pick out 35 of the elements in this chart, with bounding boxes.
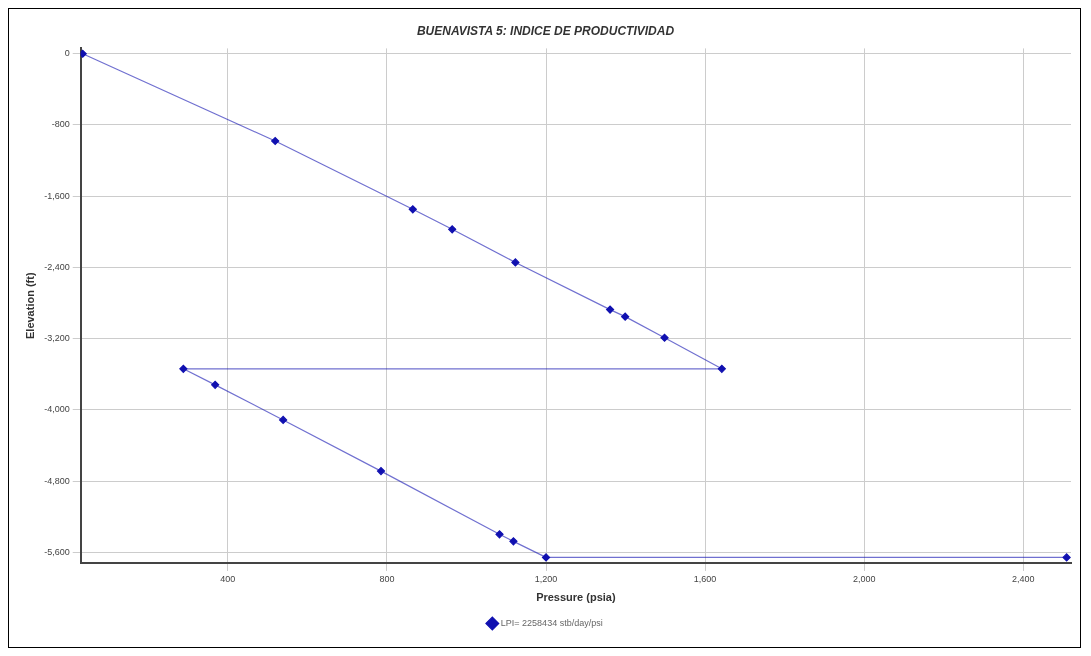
x-tick-label: 2,400 bbox=[1012, 573, 1035, 584]
x-axis-title: Pressure (psia) bbox=[536, 591, 616, 604]
point bbox=[511, 258, 520, 267]
x-tick-label: 800 bbox=[379, 573, 395, 584]
y-tick-label: -5,600 bbox=[44, 546, 70, 557]
y-tick-label: -2,400 bbox=[44, 261, 70, 272]
point bbox=[448, 225, 457, 234]
point bbox=[376, 467, 386, 476]
x-tick-label: 2,000 bbox=[852, 573, 876, 584]
point bbox=[80, 49, 87, 58]
x-tick-label: 1,600 bbox=[693, 573, 717, 584]
point bbox=[271, 136, 280, 146]
point bbox=[660, 333, 669, 342]
point bbox=[621, 312, 630, 321]
point bbox=[605, 305, 615, 314]
y-tick-label: -4,000 bbox=[44, 404, 70, 415]
y-tick-label: -800 bbox=[51, 119, 70, 130]
legend-label: LPI= 2258434 stb/day/psi bbox=[500, 617, 603, 628]
y-tick-label: 0 bbox=[64, 48, 70, 59]
x-tick-label: 1,200 bbox=[534, 573, 558, 584]
x-tick-label: 400 bbox=[220, 573, 236, 584]
point bbox=[211, 380, 220, 389]
point bbox=[495, 530, 504, 539]
chart-title: BUENAVISTA 5: INDICE DE PRODUCTIVIDAD bbox=[416, 23, 675, 38]
y-tick-label: -3,200 bbox=[44, 333, 70, 344]
y-tick-label: -4,800 bbox=[44, 475, 70, 486]
point bbox=[509, 537, 518, 546]
point bbox=[408, 205, 417, 214]
point bbox=[1062, 553, 1071, 562]
point bbox=[279, 415, 288, 425]
y-tick-label: -1,600 bbox=[44, 190, 70, 201]
point bbox=[717, 364, 726, 373]
y-axis-title: Elevation (ft) bbox=[23, 272, 36, 340]
point bbox=[179, 364, 188, 373]
point bbox=[541, 553, 551, 562]
